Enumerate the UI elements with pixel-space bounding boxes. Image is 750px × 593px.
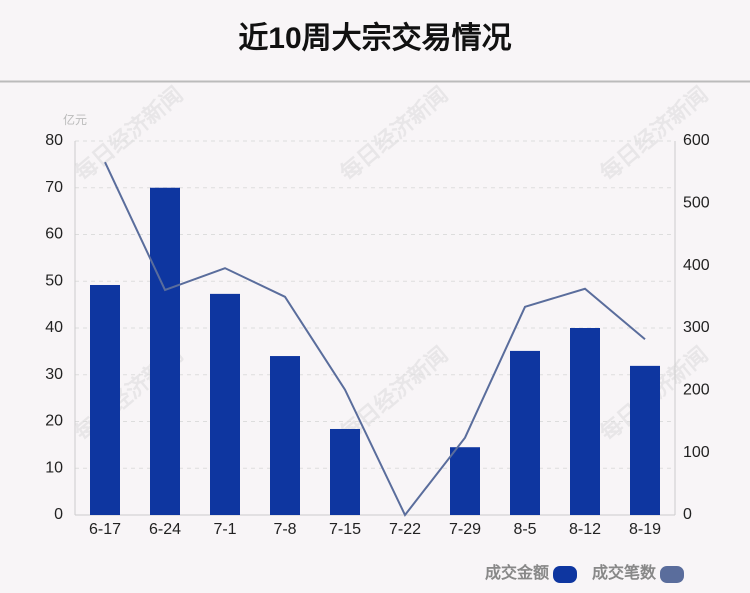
legend-swatch: [660, 566, 684, 583]
bar: [90, 284, 120, 515]
x-tick-label: 6-24: [149, 521, 181, 538]
y2-tick-label: 400: [683, 257, 710, 274]
x-tick-label: 7-22: [389, 521, 421, 538]
x-tick-label: 8-12: [569, 521, 601, 538]
y2-tick-label: 200: [683, 382, 710, 399]
legend-swatch: [553, 566, 577, 583]
y-tick-label: 40: [45, 319, 63, 336]
bar: [270, 356, 300, 515]
x-tick-label: 7-8: [273, 521, 296, 538]
bar: [210, 293, 240, 515]
x-tick-label: 7-15: [329, 521, 361, 538]
x-tick-label: 8-19: [629, 521, 661, 538]
bar: [150, 187, 180, 515]
y-tick-label: 30: [45, 366, 63, 383]
line: [104, 161, 646, 517]
y2-tick-label: 500: [683, 195, 710, 212]
y-tick-label: 20: [45, 413, 63, 430]
legend-label: 成交笔数: [592, 563, 657, 582]
x-tick-label: 6-17: [89, 521, 121, 538]
y-tick-label: 0: [54, 506, 63, 523]
bar: [510, 350, 540, 515]
bar: [450, 447, 480, 515]
y2-tick-label: 600: [683, 132, 710, 149]
y2-tick-label: 300: [683, 319, 710, 336]
chart-title: 近10周大宗交易情况: [238, 21, 511, 55]
y-tick-label: 80: [45, 132, 63, 149]
y-tick-label: 10: [45, 459, 63, 476]
bar: [330, 428, 360, 515]
y-tick-label: 60: [45, 226, 63, 243]
y-tick-label: 50: [45, 272, 63, 289]
y-unit: 亿元: [63, 112, 87, 127]
x-tick-label: 7-1: [213, 521, 236, 538]
bar: [630, 365, 660, 515]
y-tick-label: 70: [45, 179, 63, 196]
x-tick-label: 8-5: [513, 521, 536, 538]
bar: [570, 328, 600, 515]
y2-tick-label: 100: [683, 444, 710, 461]
y2-tick-label: 0: [683, 506, 692, 523]
legend-label: 成交金额: [485, 563, 549, 582]
x-tick-label: 7-29: [449, 521, 481, 538]
